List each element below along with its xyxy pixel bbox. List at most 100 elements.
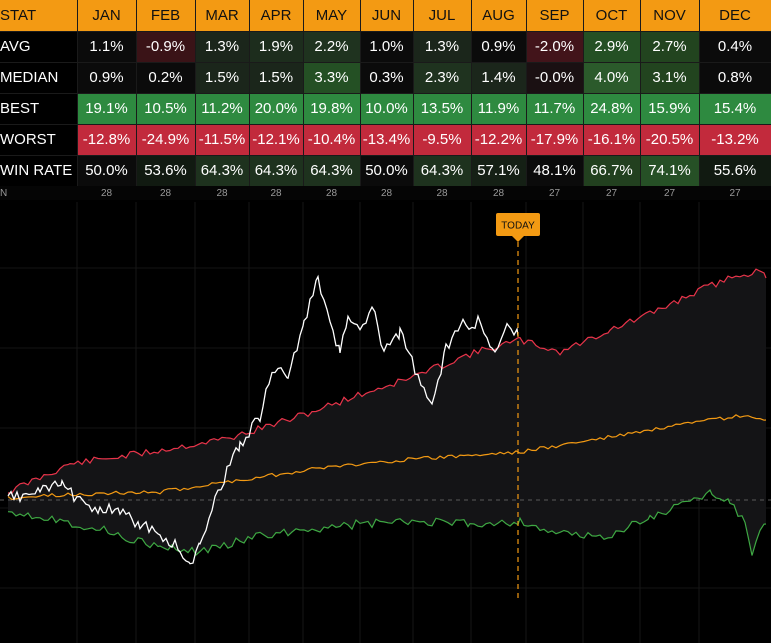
stat-cell: 1.9% [249,30,304,62]
stat-cell: 15.4% [699,92,771,124]
sample-count-row: N 28 28 28 28 28 28 28 28 27 27 27 27 [0,186,771,200]
stat-cell: 50.0% [360,154,414,186]
column-header-aug: AUG [471,0,527,31]
stat-cell: -24.9% [136,123,196,155]
stat-cell: -10.4% [303,123,361,155]
row-label: WORST [0,123,78,155]
column-header-jun: JUN [360,0,414,31]
sample-count-cell: 27 [699,186,771,200]
stat-cell: 2.3% [413,61,472,93]
stat-cell: -12.2% [471,123,527,155]
stat-cell: 74.1% [640,154,700,186]
best-path-line [8,268,767,494]
column-header-apr: APR [249,0,304,31]
stat-cell: 1.3% [413,30,472,62]
column-header-sep: SEP [526,0,584,31]
stat-cell: -11.5% [195,123,250,155]
sample-count-cell: 28 [413,186,471,200]
stat-cell: 10.5% [136,92,196,124]
stat-cell: 64.3% [195,154,250,186]
stat-cell: 11.9% [471,92,527,124]
stat-cell: 11.2% [195,92,250,124]
stat-cell: -0.0% [526,61,584,93]
stat-cell: 10.0% [360,92,414,124]
column-header-may: MAY [303,0,361,31]
stat-cell: -13.4% [360,123,414,155]
stat-cell: -16.1% [583,123,641,155]
stat-cell: -9.5% [413,123,472,155]
stat-cell: 66.7% [583,154,641,186]
stat-cell: -0.9% [136,30,196,62]
stat-cell: 0.9% [471,30,527,62]
stat-cell: 19.8% [303,92,361,124]
table-row: WIN RATE 50.0% 53.6% 64.3% 64.3% 64.3% 50.0% 64… [0,154,771,186]
stat-cell: 0.4% [699,30,771,62]
row-label: MEDIAN [0,61,78,93]
table-row: WORST -12.8% -24.9% -11.5% -12.1% -10.4% -13.4… [0,123,771,155]
current-year-line [7,274,519,565]
row-label: BEST [0,92,78,124]
stat-cell: 48.1% [526,154,584,186]
stat-cell: 0.9% [77,61,137,93]
stat-cell: 1.3% [195,30,250,62]
today-marker-badge: TODAY [496,213,540,242]
stat-cell: -17.9% [526,123,584,155]
sample-count-cell: 28 [249,186,303,200]
stat-cell: -20.5% [640,123,700,155]
sample-count-cell: 27 [583,186,640,200]
sample-count-cell: 28 [136,186,195,200]
column-header-oct: OCT [583,0,641,31]
table-row: MEDIAN 0.9% 0.2% 1.5% 1.5% 3.3% 0.3% 2.3% 1.4% -0… [0,61,771,93]
stat-cell: 19.1% [77,92,137,124]
stat-cell: 64.3% [303,154,361,186]
stat-cell: -12.8% [77,123,137,155]
table-row: BEST 19.1% 10.5% 11.2% 20.0% 19.8% 10.0% 13.5% 1… [0,92,771,124]
stat-cell: 0.3% [360,61,414,93]
stat-cell: 0.8% [699,61,771,93]
column-header-mar: MAR [195,0,250,31]
sample-count-cell: 28 [471,186,526,200]
stat-cell: 1.0% [360,30,414,62]
column-header-dec: DEC [699,0,771,31]
stat-cell: 53.6% [136,154,196,186]
stat-cell: 15.9% [640,92,700,124]
seasonality-chart: TODAY [0,202,771,643]
stat-cell: 64.3% [249,154,304,186]
stat-cell: 2.9% [583,30,641,62]
column-header-jan: JAN [77,0,137,31]
sample-count-cell: 27 [640,186,699,200]
column-header-feb: FEB [136,0,196,31]
stat-cell: 1.4% [471,61,527,93]
column-header-nov: NOV [640,0,700,31]
stat-cell: 50.0% [77,154,137,186]
stat-cell: 2.7% [640,30,700,62]
stat-cell: 1.5% [249,61,304,93]
row-label: N [0,186,77,200]
worst-path-line [7,489,767,556]
stat-cell: 3.1% [640,61,700,93]
row-label: AVG [0,30,78,62]
stat-cell: 24.8% [583,92,641,124]
median-path-line [7,414,767,501]
column-header-stat: STAT [0,0,78,31]
stat-cell: -12.1% [249,123,304,155]
table-header-row: STAT JAN FEB MAR APR MAY JUN JUL AUG SEP OCT NOV DEC [0,0,771,31]
stat-cell: 55.6% [699,154,771,186]
best-worst-range-band [8,269,766,556]
stat-cell: 11.7% [526,92,584,124]
row-label: WIN RATE [0,154,78,186]
stat-cell: 4.0% [583,61,641,93]
stat-cell: 20.0% [249,92,304,124]
sample-count-cell: 28 [360,186,413,200]
table-row: AVG 1.1% -0.9% 1.3% 1.9% 2.2% 1.0% 1.3% 0.9% -2.0… [0,30,771,62]
stat-cell: 0.2% [136,61,196,93]
stat-cell: 2.2% [303,30,361,62]
stat-cell: 13.5% [413,92,472,124]
stat-cell: 1.5% [195,61,250,93]
seasonality-stats-table: STAT JAN FEB MAR APR MAY JUN JUL AUG SEP OCT NOV DEC… [0,0,771,200]
sample-count-cell: 27 [526,186,583,200]
stat-cell: 1.1% [77,30,137,62]
column-header-jul: JUL [413,0,472,31]
stat-cell: 57.1% [471,154,527,186]
stat-cell: -2.0% [526,30,584,62]
